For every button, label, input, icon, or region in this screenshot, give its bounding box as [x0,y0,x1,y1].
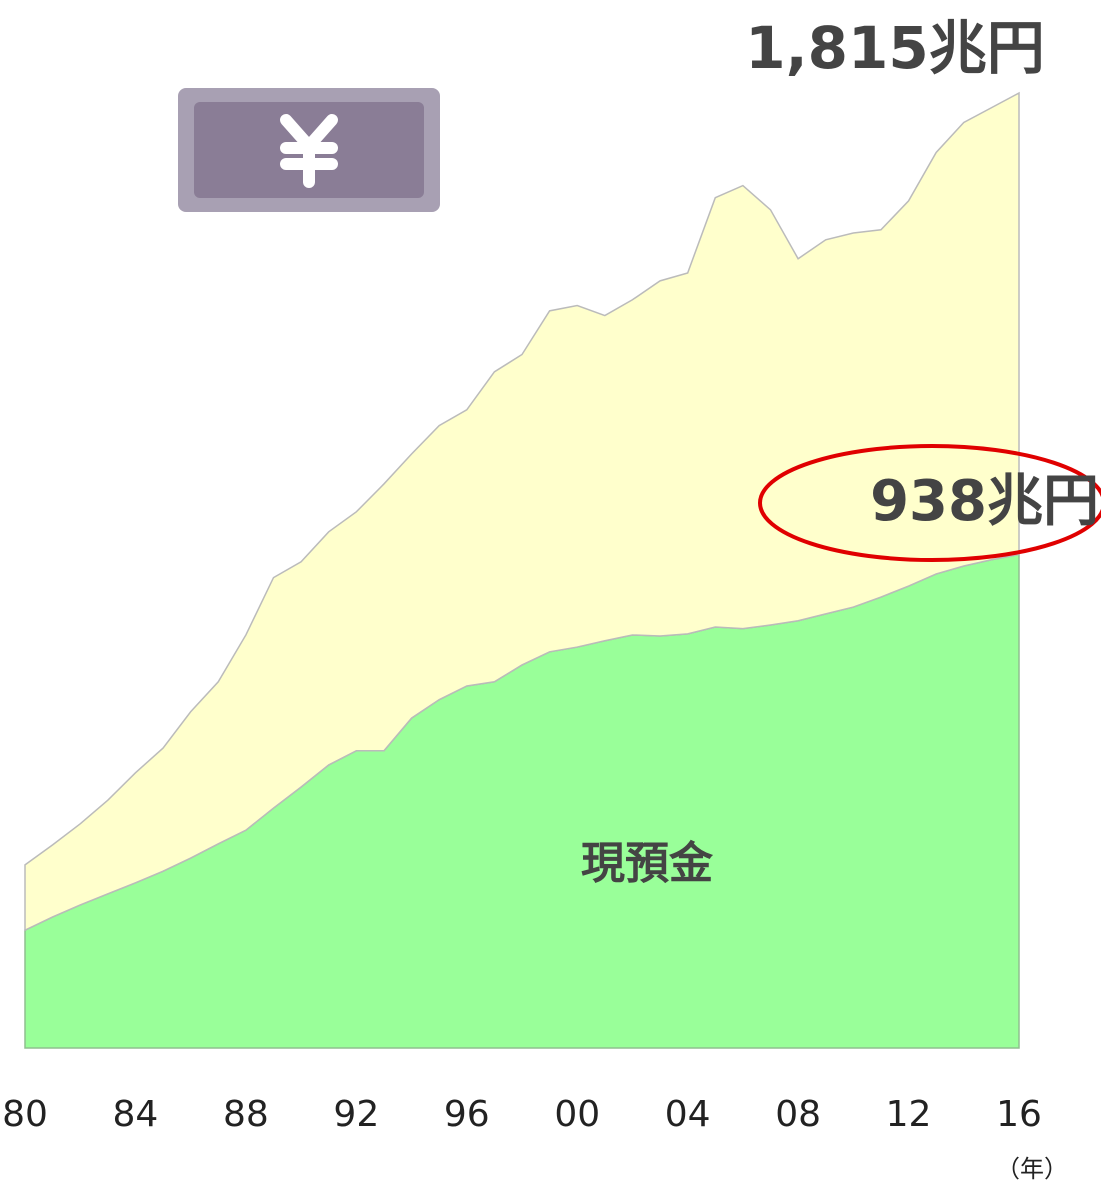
plot-area [24,91,1020,1049]
x-tick-label: 04 [665,1094,711,1135]
total-annotation: 1,815兆円 [745,14,1044,82]
x-axis-label: （年） [996,1155,1068,1183]
x-tick-label: 12 [886,1094,932,1135]
x-tick-label: 16 [996,1094,1042,1135]
x-tick-label: 92 [333,1094,379,1135]
x-tick-label: 88 [223,1094,269,1135]
yen-symbol [280,114,338,188]
x-tick-label: 84 [113,1094,159,1135]
deposit-annotation: 938兆円 [870,469,1099,534]
x-tick-label: 80 [2,1094,48,1135]
yen-bill-icon [178,88,440,212]
x-tick-label: 96 [444,1094,490,1135]
area [24,91,1020,932]
x-tick-label: 08 [775,1094,821,1135]
x-tick-label: 00 [554,1094,600,1135]
highlight-ellipse [758,444,1101,562]
series-label: 現預金 [581,838,714,889]
